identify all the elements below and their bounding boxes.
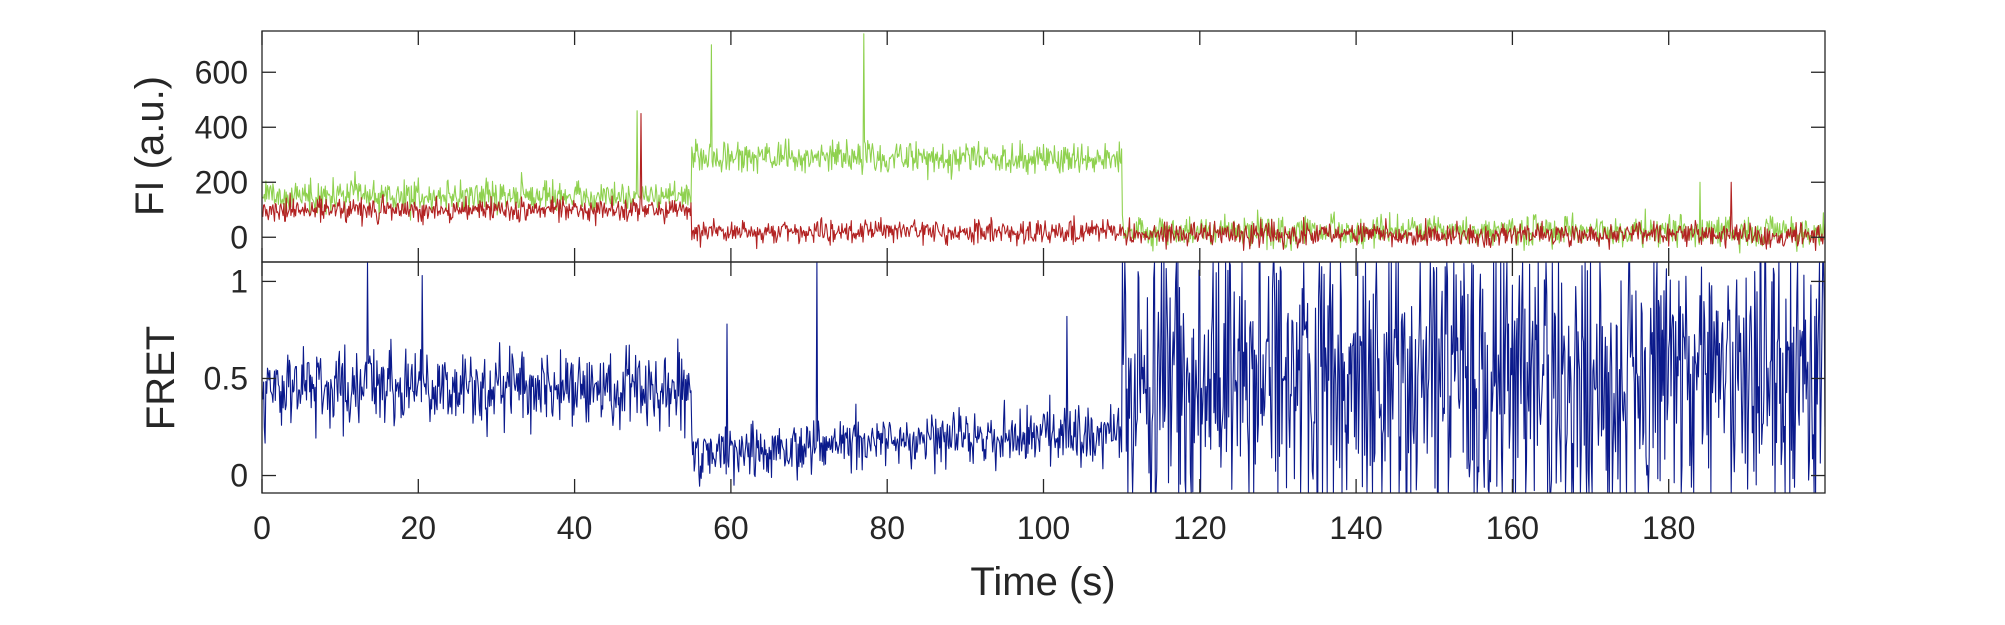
fret-traces <box>262 262 1825 493</box>
x-tick-label: 140 <box>1329 510 1382 546</box>
x-tick-label: 0 <box>253 510 271 546</box>
fluorescence-y-tick-label: 400 <box>195 109 248 145</box>
x-tick-label: 100 <box>1017 510 1070 546</box>
x-tick-label: 80 <box>869 510 905 546</box>
x-tick-label: 60 <box>713 510 749 546</box>
fret-ticks: 0 0.5 1 0 20 40 60 80 100 120 140 160 180 <box>204 262 1825 546</box>
fluorescence-y-tick-label: 600 <box>195 54 248 90</box>
fret-trace-0 <box>262 262 1825 493</box>
x-axis-label: Time (s) <box>970 560 1115 604</box>
fluorescence-intensity-panel: 0 200 400 600 FI (a.u.) <box>128 30 1826 263</box>
fluorescence-trace-0 <box>262 33 1825 254</box>
fluorescence-y-ticks: 0 200 400 600 <box>195 31 1825 262</box>
fluorescence-y-tick-label: 200 <box>195 164 248 200</box>
fluorescence-y-tick-label: 0 <box>230 219 248 255</box>
fret-panel: 0 0.5 1 0 20 40 60 80 100 120 140 160 180 FRET Time … <box>139 261 1826 604</box>
x-tick-label: 180 <box>1642 510 1695 546</box>
x-tick-label: 120 <box>1173 510 1226 546</box>
fluorescence-y-axis-label: FI (a.u.) <box>128 76 172 216</box>
x-tick-label: 40 <box>557 510 593 546</box>
x-tick-label: 20 <box>401 510 437 546</box>
fret-y-tick-label: 0 <box>230 458 248 494</box>
fret-y-tick-label: 0.5 <box>204 360 248 396</box>
x-tick-label: 160 <box>1486 510 1539 546</box>
fluorescence-trace-1 <box>262 112 1825 252</box>
fluorescence-traces <box>262 33 1825 254</box>
fret-y-tick-label: 1 <box>230 263 248 299</box>
fret-y-axis-label: FRET <box>139 326 183 430</box>
